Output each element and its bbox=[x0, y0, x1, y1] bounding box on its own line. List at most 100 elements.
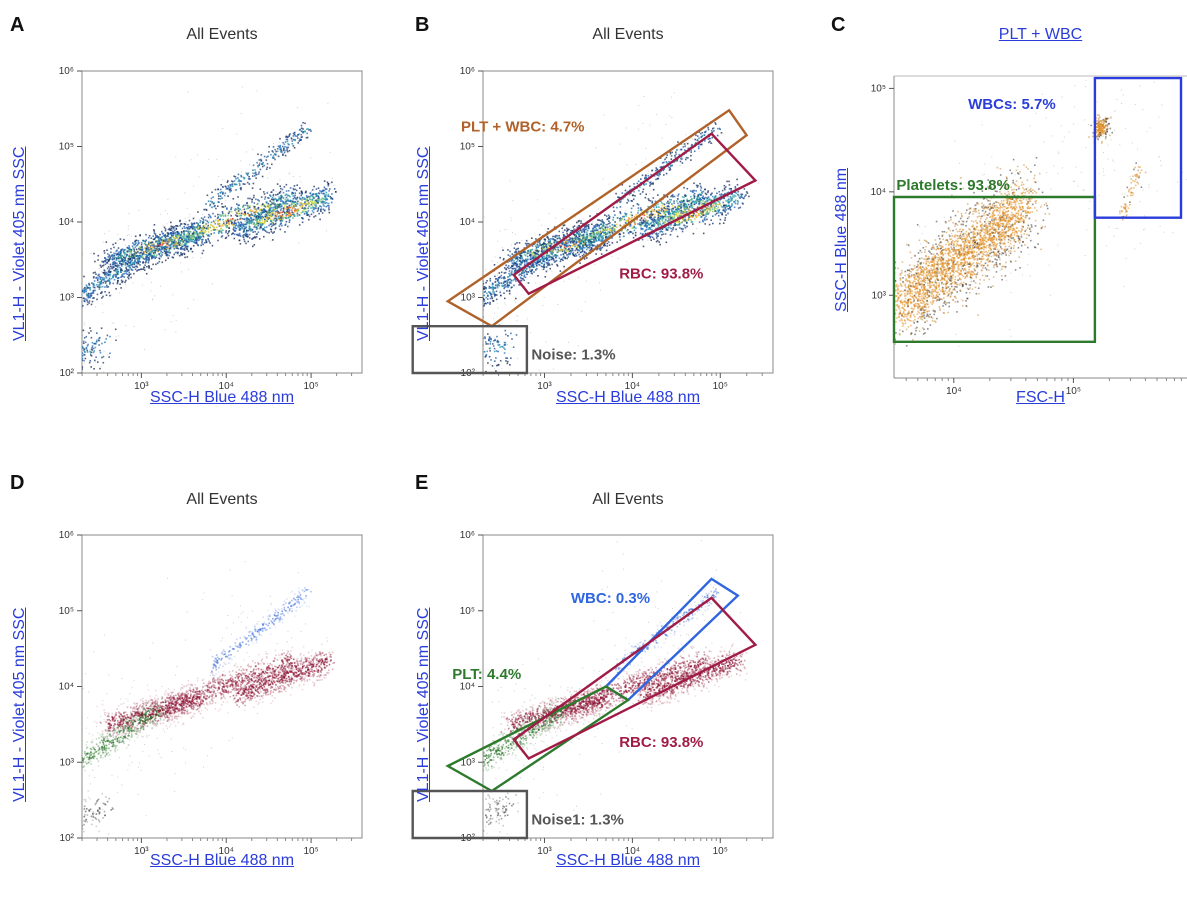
event-point bbox=[630, 222, 632, 225]
event-point bbox=[148, 258, 150, 261]
event-point bbox=[129, 264, 131, 267]
outlier-point bbox=[7, 402, 8, 403]
event-point bbox=[248, 206, 251, 209]
event-point bbox=[203, 242, 206, 244]
event-point bbox=[650, 212, 653, 214]
event-point bbox=[83, 287, 85, 290]
event-point bbox=[183, 237, 186, 240]
event-point bbox=[271, 157, 274, 159]
event-point bbox=[164, 240, 167, 243]
event-point bbox=[325, 205, 328, 208]
event-point bbox=[75, 363, 77, 365]
event-point bbox=[188, 219, 191, 222]
event-point bbox=[296, 215, 299, 217]
event-point bbox=[290, 138, 293, 140]
event-point bbox=[200, 244, 202, 247]
outlier-point bbox=[310, 157, 312, 159]
event-point bbox=[211, 191, 213, 194]
event-point bbox=[308, 215, 311, 218]
event-point bbox=[296, 210, 298, 213]
event-point bbox=[569, 241, 571, 243]
event-point bbox=[185, 234, 188, 236]
event-point bbox=[106, 284, 108, 287]
event-point bbox=[153, 244, 155, 246]
event-point bbox=[655, 204, 657, 206]
event-point bbox=[91, 349, 94, 351]
event-point bbox=[201, 230, 204, 233]
outlier-point bbox=[106, 334, 108, 335]
event-point bbox=[178, 232, 180, 235]
event-point bbox=[85, 293, 88, 295]
event-point bbox=[113, 262, 116, 265]
event-point bbox=[611, 236, 613, 239]
outlier-point bbox=[188, 216, 190, 218]
event-point bbox=[181, 238, 183, 240]
event-point bbox=[584, 240, 587, 242]
event-point bbox=[104, 263, 107, 266]
event-point bbox=[239, 187, 242, 190]
event-point bbox=[162, 243, 164, 245]
event-point bbox=[266, 202, 268, 205]
event-point bbox=[126, 254, 129, 256]
event-point bbox=[126, 250, 129, 252]
event-point bbox=[253, 222, 255, 224]
event-point bbox=[138, 257, 141, 259]
event-point bbox=[214, 215, 216, 218]
event-point bbox=[640, 209, 643, 211]
event-point bbox=[590, 238, 592, 241]
event-point bbox=[588, 244, 591, 246]
event-point bbox=[125, 262, 127, 265]
event-point bbox=[259, 219, 261, 222]
event-point bbox=[194, 232, 197, 235]
event-point bbox=[681, 196, 684, 198]
event-point bbox=[639, 222, 641, 224]
event-point bbox=[120, 254, 123, 257]
event-point bbox=[123, 256, 125, 259]
event-point bbox=[183, 231, 185, 234]
event-point bbox=[303, 197, 306, 199]
event-point bbox=[295, 209, 298, 211]
event-point bbox=[297, 137, 299, 139]
event-point bbox=[191, 228, 194, 230]
event-point bbox=[152, 235, 154, 237]
event-point bbox=[43, 361, 45, 363]
event-point bbox=[90, 330, 92, 332]
event-point bbox=[66, 306, 68, 308]
event-point bbox=[93, 252, 95, 255]
event-point bbox=[181, 236, 183, 239]
event-point bbox=[169, 246, 172, 249]
event-point bbox=[123, 270, 126, 273]
event-point bbox=[167, 243, 169, 246]
event-point bbox=[621, 218, 623, 220]
event-point bbox=[569, 252, 572, 254]
event-point bbox=[285, 199, 288, 202]
outlier-point bbox=[208, 219, 210, 221]
event-point bbox=[261, 223, 264, 225]
event-point bbox=[204, 219, 207, 221]
event-point bbox=[249, 197, 251, 200]
event-point bbox=[204, 225, 206, 227]
event-point bbox=[237, 206, 239, 209]
event-point bbox=[97, 259, 99, 261]
event-point bbox=[195, 238, 197, 240]
event-point bbox=[86, 345, 89, 347]
event-point bbox=[55, 346, 57, 348]
event-point bbox=[285, 135, 288, 138]
event-point bbox=[101, 260, 103, 263]
event-point bbox=[275, 210, 278, 212]
event-point bbox=[331, 198, 334, 200]
event-point bbox=[71, 311, 73, 313]
outlier-point bbox=[170, 224, 172, 226]
event-point bbox=[275, 198, 277, 201]
population-rbc bbox=[82, 180, 337, 327]
event-point bbox=[237, 177, 239, 179]
event-point bbox=[281, 211, 284, 214]
event-point bbox=[146, 258, 149, 261]
event-point bbox=[161, 246, 164, 249]
event-point bbox=[290, 202, 293, 205]
event-point bbox=[538, 241, 541, 244]
event-point bbox=[158, 258, 161, 260]
outlier-point bbox=[35, 390, 36, 391]
event-point bbox=[263, 235, 265, 238]
panel-c-title[interactable]: PLT + WBC bbox=[998, 26, 1083, 43]
